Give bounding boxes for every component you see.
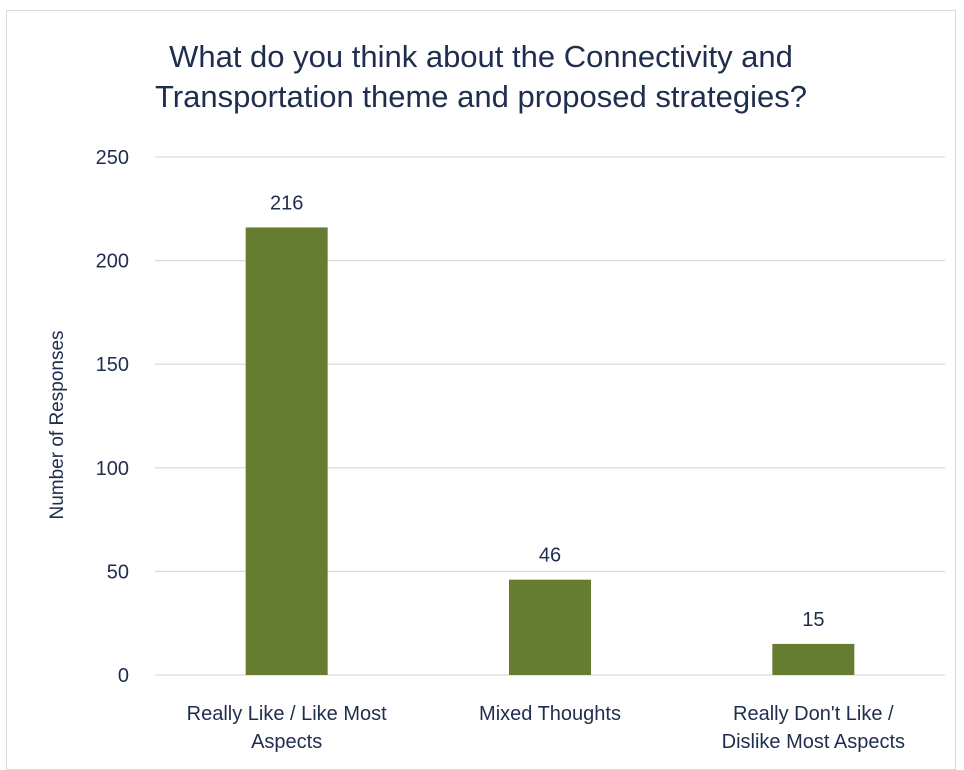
data-labels: 216 46 15 [270,192,824,630]
y-tick-label: 200 [96,251,129,273]
chart-title-line: What do you think about the Connectivity… [169,39,793,74]
bars [245,227,855,675]
x-category-label: Aspects [251,731,322,753]
bar-chart: What do you think about the Connectivity… [47,39,945,753]
x-category-label: Really Don't Like / [733,703,894,725]
y-axis-ticks: 0 50 100 150 200 250 [96,147,129,687]
y-tick-label: 150 [96,354,129,376]
x-category-label: Really Like / Like Most [187,703,388,725]
chart-title-line: Transportation theme and proposed strate… [155,79,807,114]
data-label: 46 [539,545,561,567]
bar [509,579,591,675]
x-category-label: Mixed Thoughts [479,703,621,725]
chart-frame: What do you think about the Connectivity… [6,10,956,770]
x-axis-categories: Really Like / Like Most Aspects Mixed Thou… [187,703,905,753]
data-label: 15 [802,609,824,631]
data-label: 216 [270,192,303,214]
y-tick-label: 50 [107,561,129,583]
chart-title: What do you think about the Connectivity… [155,39,807,114]
x-category-label: Dislike Most Aspects [722,731,905,753]
y-tick-label: 0 [118,665,129,687]
bar [772,643,855,675]
bar [245,227,328,675]
y-tick-label: 100 [96,458,129,480]
y-tick-label: 250 [96,147,129,169]
y-axis-label: Number of Responses [47,330,68,519]
